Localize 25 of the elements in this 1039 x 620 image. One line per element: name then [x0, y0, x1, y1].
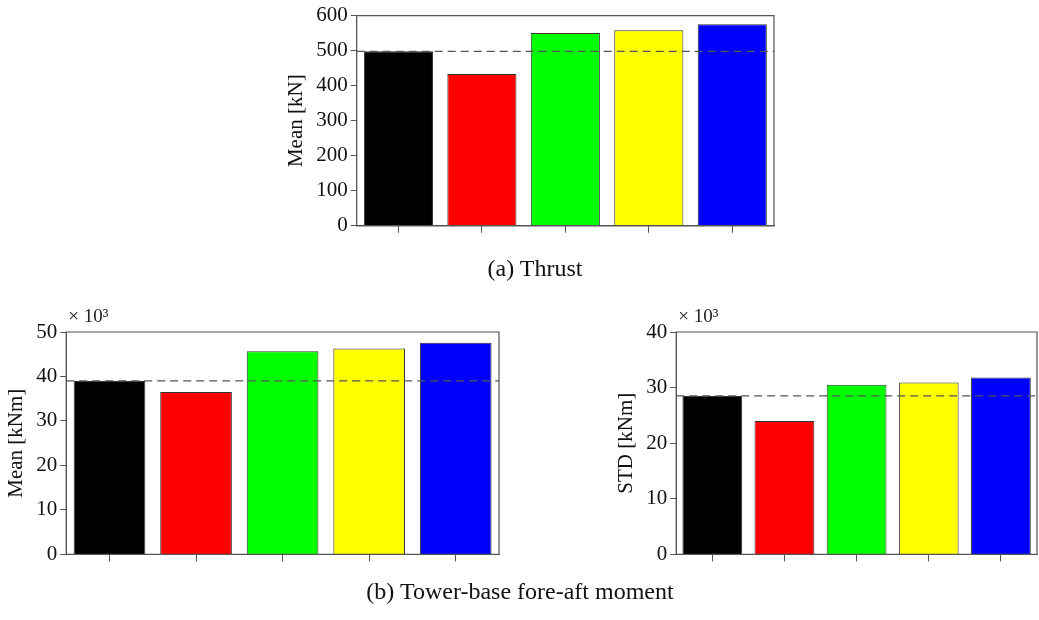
- y-axis-title: STD [kNm]: [613, 392, 638, 494]
- y-tick-label: 10: [646, 485, 668, 510]
- y-tick-label: 30: [36, 407, 58, 432]
- text: (b) Tower-base fore-aft moment: [366, 578, 674, 605]
- y-tick-label: 10: [36, 496, 58, 521]
- y-tick-label: 40: [36, 363, 58, 387]
- y-tick-label: 30: [646, 374, 668, 399]
- y-axis-title: Mean [kNm]: [3, 388, 28, 498]
- y-tick-label: 40: [646, 318, 668, 343]
- y-tick-label: 50: [36, 318, 58, 343]
- y-tick-label: 500: [316, 37, 348, 62]
- y-axis-title: Mean [kN]: [283, 74, 308, 168]
- y-tick-label: 200: [316, 142, 348, 167]
- y-tick-label: 100: [316, 177, 348, 202]
- y-tick-label: 0: [337, 212, 348, 237]
- text: × 10³: [678, 305, 719, 327]
- y-tick-label: 300: [316, 107, 348, 132]
- y-tick-label: 600: [316, 2, 348, 27]
- y-tick-label: 400: [316, 72, 348, 97]
- text: (a) Thrust: [487, 255, 583, 282]
- text: × 10³: [68, 305, 109, 327]
- y-tick-label: 20: [36, 451, 58, 476]
- y-tick-label: 20: [646, 429, 668, 454]
- y-tick-label: 0: [656, 540, 668, 565]
- y-tick-label: 0: [46, 540, 58, 565]
